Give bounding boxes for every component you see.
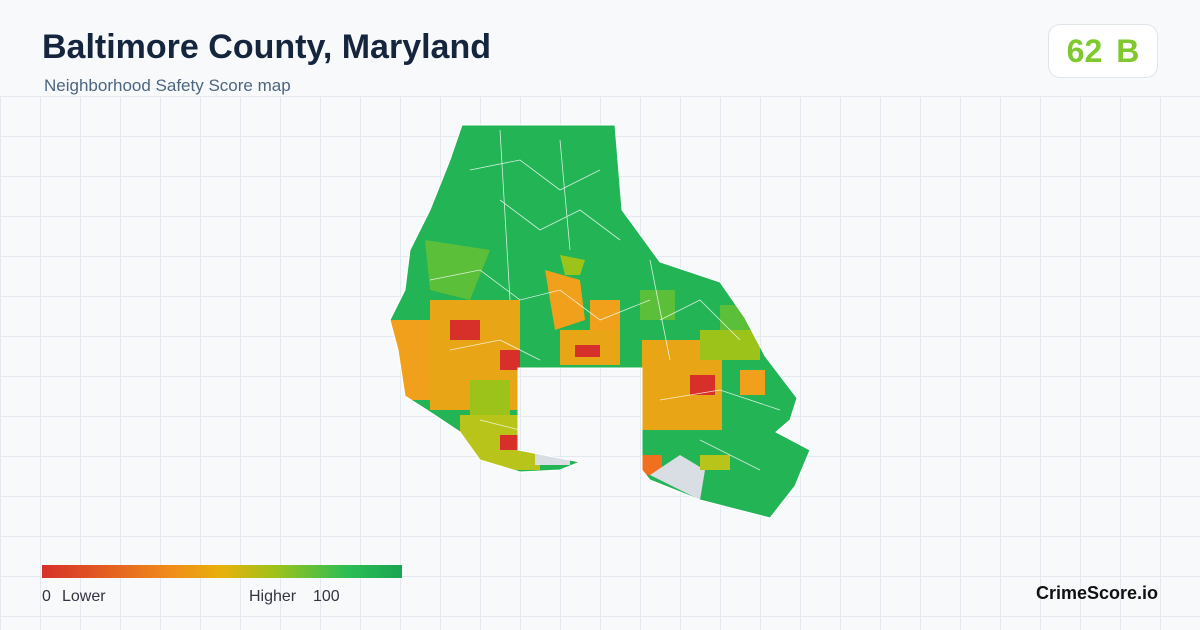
- legend-min-label: Lower: [62, 588, 106, 605]
- title: Baltimore County, Maryland: [42, 28, 491, 66]
- region-borders: [429, 129, 781, 471]
- score-grade: B: [1116, 32, 1140, 69]
- brand: CrimeScore.io: [1035, 583, 1158, 603]
- subtitle: Neighborhood Safety Score map: [44, 76, 291, 95]
- county-outline: [389, 124, 811, 519]
- legend-min: 0: [42, 588, 51, 605]
- score-value: 62: [1066, 32, 1103, 69]
- legend-max-label: Higher: [249, 588, 297, 605]
- legend-gradient: [42, 565, 402, 578]
- score-badge: 62 B: [1048, 24, 1158, 78]
- legend-max: 100: [313, 588, 340, 605]
